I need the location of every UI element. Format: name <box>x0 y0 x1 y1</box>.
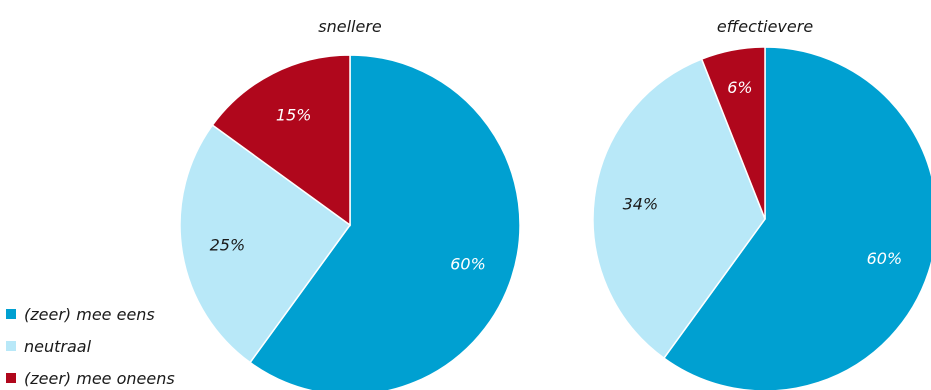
legend: (zeer) mee eens neutraal (zeer) mee onee… <box>6 305 175 388</box>
pie-chart-effectievere: effectievere 60% 34% 6% <box>592 17 931 390</box>
chart-title: snellere <box>318 17 382 36</box>
legend-swatch <box>6 309 16 319</box>
legend-label: neutraal <box>24 337 92 356</box>
slice-label: 34% <box>623 194 659 213</box>
legend-swatch <box>6 373 16 383</box>
legend-item: (zeer) mee eens <box>6 305 155 324</box>
legend-label: (zeer) mee oneens <box>24 369 175 388</box>
pie-chart-snellere: snellere 60% 25% 15% <box>179 17 521 390</box>
legend-item: (zeer) mee oneens <box>6 369 175 388</box>
pie-slice <box>592 58 766 360</box>
legend-item: neutraal <box>6 337 92 356</box>
slice-label: 6% <box>727 78 752 97</box>
pie-slice <box>700 46 766 220</box>
pie-slice <box>211 54 351 227</box>
slice-label: 25% <box>210 235 246 254</box>
legend-swatch <box>6 341 16 351</box>
chart-title: effectievere <box>717 17 813 36</box>
legend-label: (zeer) mee eens <box>24 305 155 324</box>
slice-label: 60% <box>867 249 903 268</box>
pie-slice <box>179 124 352 364</box>
pie-slice <box>662 46 931 390</box>
slice-label: 15% <box>276 105 312 124</box>
slice-label: 60% <box>450 254 486 273</box>
pie-slice <box>249 54 521 390</box>
